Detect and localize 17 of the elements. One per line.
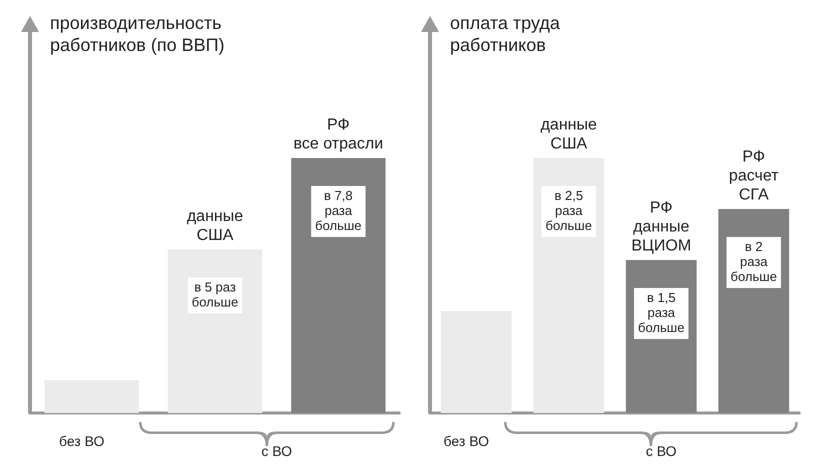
x-tick-label: данные США (540, 116, 597, 152)
data-label: в 1,5 раза больше (638, 290, 684, 336)
data-label: в 5 раз больше (192, 280, 238, 310)
text: без ВО (444, 432, 490, 449)
chart-title: оплата труда работников (450, 12, 560, 56)
data-label: в 2 раза больше (730, 239, 777, 284)
x-tick-label: данные США (186, 208, 244, 244)
text: с ВО (646, 442, 677, 459)
chart-title: производительность работников (по ВВП) (50, 12, 225, 56)
text: без ВО (58, 432, 104, 449)
bar (440, 311, 512, 413)
text: с ВО (261, 442, 292, 459)
x-tick-label: РФ все отрасли (294, 116, 384, 152)
x-tick-label: РФ данные ВЦИОМ (631, 199, 692, 254)
data-label: в 7,8 раза больше (315, 188, 362, 234)
x-tick-label: РФ расчет СГА (728, 148, 780, 204)
data-label: в 2,5 раза больше (546, 188, 592, 234)
